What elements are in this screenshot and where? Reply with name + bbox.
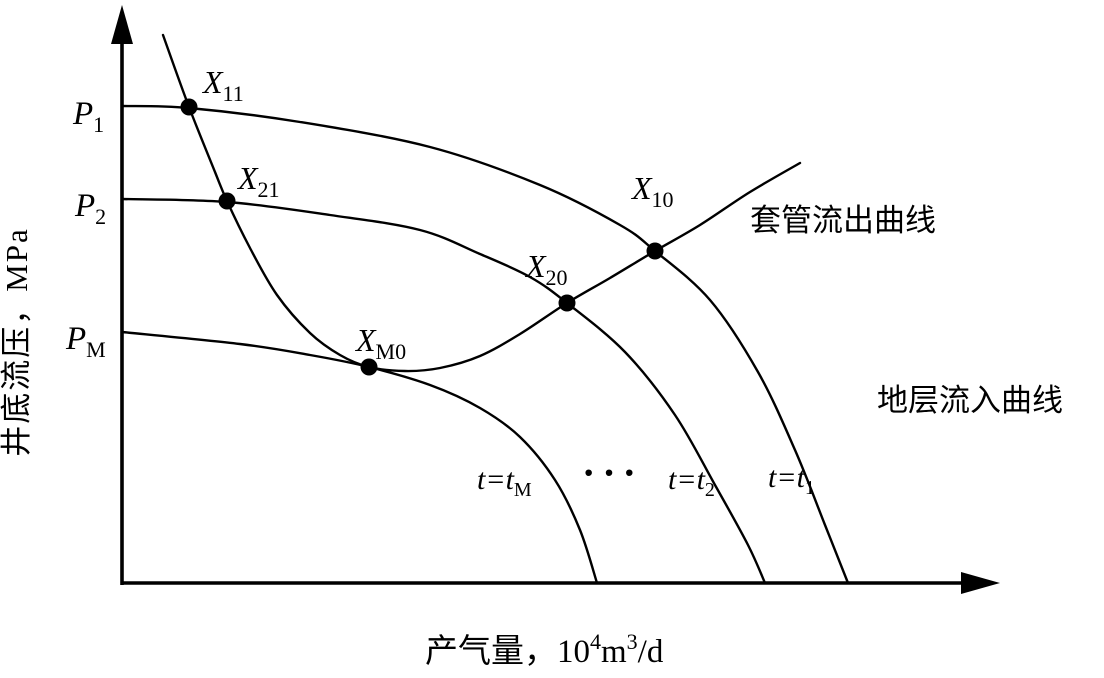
x-axis-label: 产气量，104m3/d xyxy=(425,629,664,670)
curve-inflow-curve-t2 xyxy=(120,197,767,585)
label-X20-part: X xyxy=(524,248,547,284)
formation-inflow-label: 地层流入曲线 xyxy=(877,383,1063,418)
x-axis-label-part: m xyxy=(601,634,627,670)
label-t-eq-tM-part: M xyxy=(514,479,532,501)
label-PM: PM xyxy=(65,321,106,362)
casing-outflow-label: 套管流出曲线 xyxy=(750,203,936,238)
x-axis-label-part: 3 xyxy=(627,629,638,654)
label-t-eq-tM-part: t=t xyxy=(477,463,515,496)
label-XM0-part: X xyxy=(354,322,377,358)
point-X21 xyxy=(218,192,236,210)
label-t-eq-t1-part: 1 xyxy=(805,477,815,499)
point-X20 xyxy=(558,294,576,312)
label-X11: X11 xyxy=(201,64,244,106)
y-axis-arrowhead xyxy=(111,5,133,44)
label-PM-part: P xyxy=(65,321,86,357)
label-t-eq-tM: t=tM xyxy=(477,463,532,501)
y-axis-label: 井底流压，MPa xyxy=(0,227,34,457)
label-X10: X10 xyxy=(630,170,674,212)
point-X11 xyxy=(180,98,198,116)
x-axis-label-part: 产气量，10 xyxy=(425,633,590,670)
label-X11-part: X xyxy=(201,64,224,100)
label-X21: X21 xyxy=(236,160,280,202)
label-t-eq-t1-part: t=t xyxy=(768,461,806,494)
y-axis-label-part: 井底流压，MPa xyxy=(0,227,34,457)
label-X11-part: 11 xyxy=(223,81,244,106)
casing-outflow-label-part: 套管流出曲线 xyxy=(750,203,936,238)
formation-inflow-label-part: 地层流入曲线 xyxy=(877,383,1063,418)
curve-casing-outflow-curve xyxy=(161,33,802,373)
curve-inflow-curve-tM xyxy=(120,330,599,585)
label-X21-part: X xyxy=(236,160,259,196)
x-axis-label-part: 4 xyxy=(590,629,601,654)
label-P2: P2 xyxy=(74,188,106,229)
point-XM0 xyxy=(360,358,378,376)
label-P1-part: 1 xyxy=(93,112,104,137)
label-P1-part: P xyxy=(72,96,93,132)
label-X21-part: 21 xyxy=(258,177,280,202)
label-PM-part: M xyxy=(86,337,106,362)
x-axis-arrowhead xyxy=(961,572,1000,594)
label-t-eq-t2: t=t2 xyxy=(668,463,715,501)
label-P2-part: 2 xyxy=(95,204,106,229)
label-t-eq-t1: t=t1 xyxy=(768,461,815,499)
label-X20: X20 xyxy=(524,248,568,290)
label-ellipsis: ··· xyxy=(582,450,643,495)
curve-inflow-curve-t1 xyxy=(120,104,850,585)
label-P2-part: P xyxy=(74,188,95,224)
label-X20-part: 20 xyxy=(546,265,568,290)
label-t-eq-t2-part: t=t xyxy=(668,463,706,496)
label-XM0-part: M0 xyxy=(376,339,407,364)
point-X10 xyxy=(646,242,664,260)
label-t-eq-t2-part: 2 xyxy=(705,479,715,501)
label-P1: P1 xyxy=(72,96,104,137)
label-ellipsis-part: ··· xyxy=(582,450,643,495)
label-X10-part: 10 xyxy=(652,187,674,212)
x-axis-label-part: /d xyxy=(638,634,664,670)
label-XM0: XM0 xyxy=(354,322,406,364)
label-X10-part: X xyxy=(630,170,653,206)
